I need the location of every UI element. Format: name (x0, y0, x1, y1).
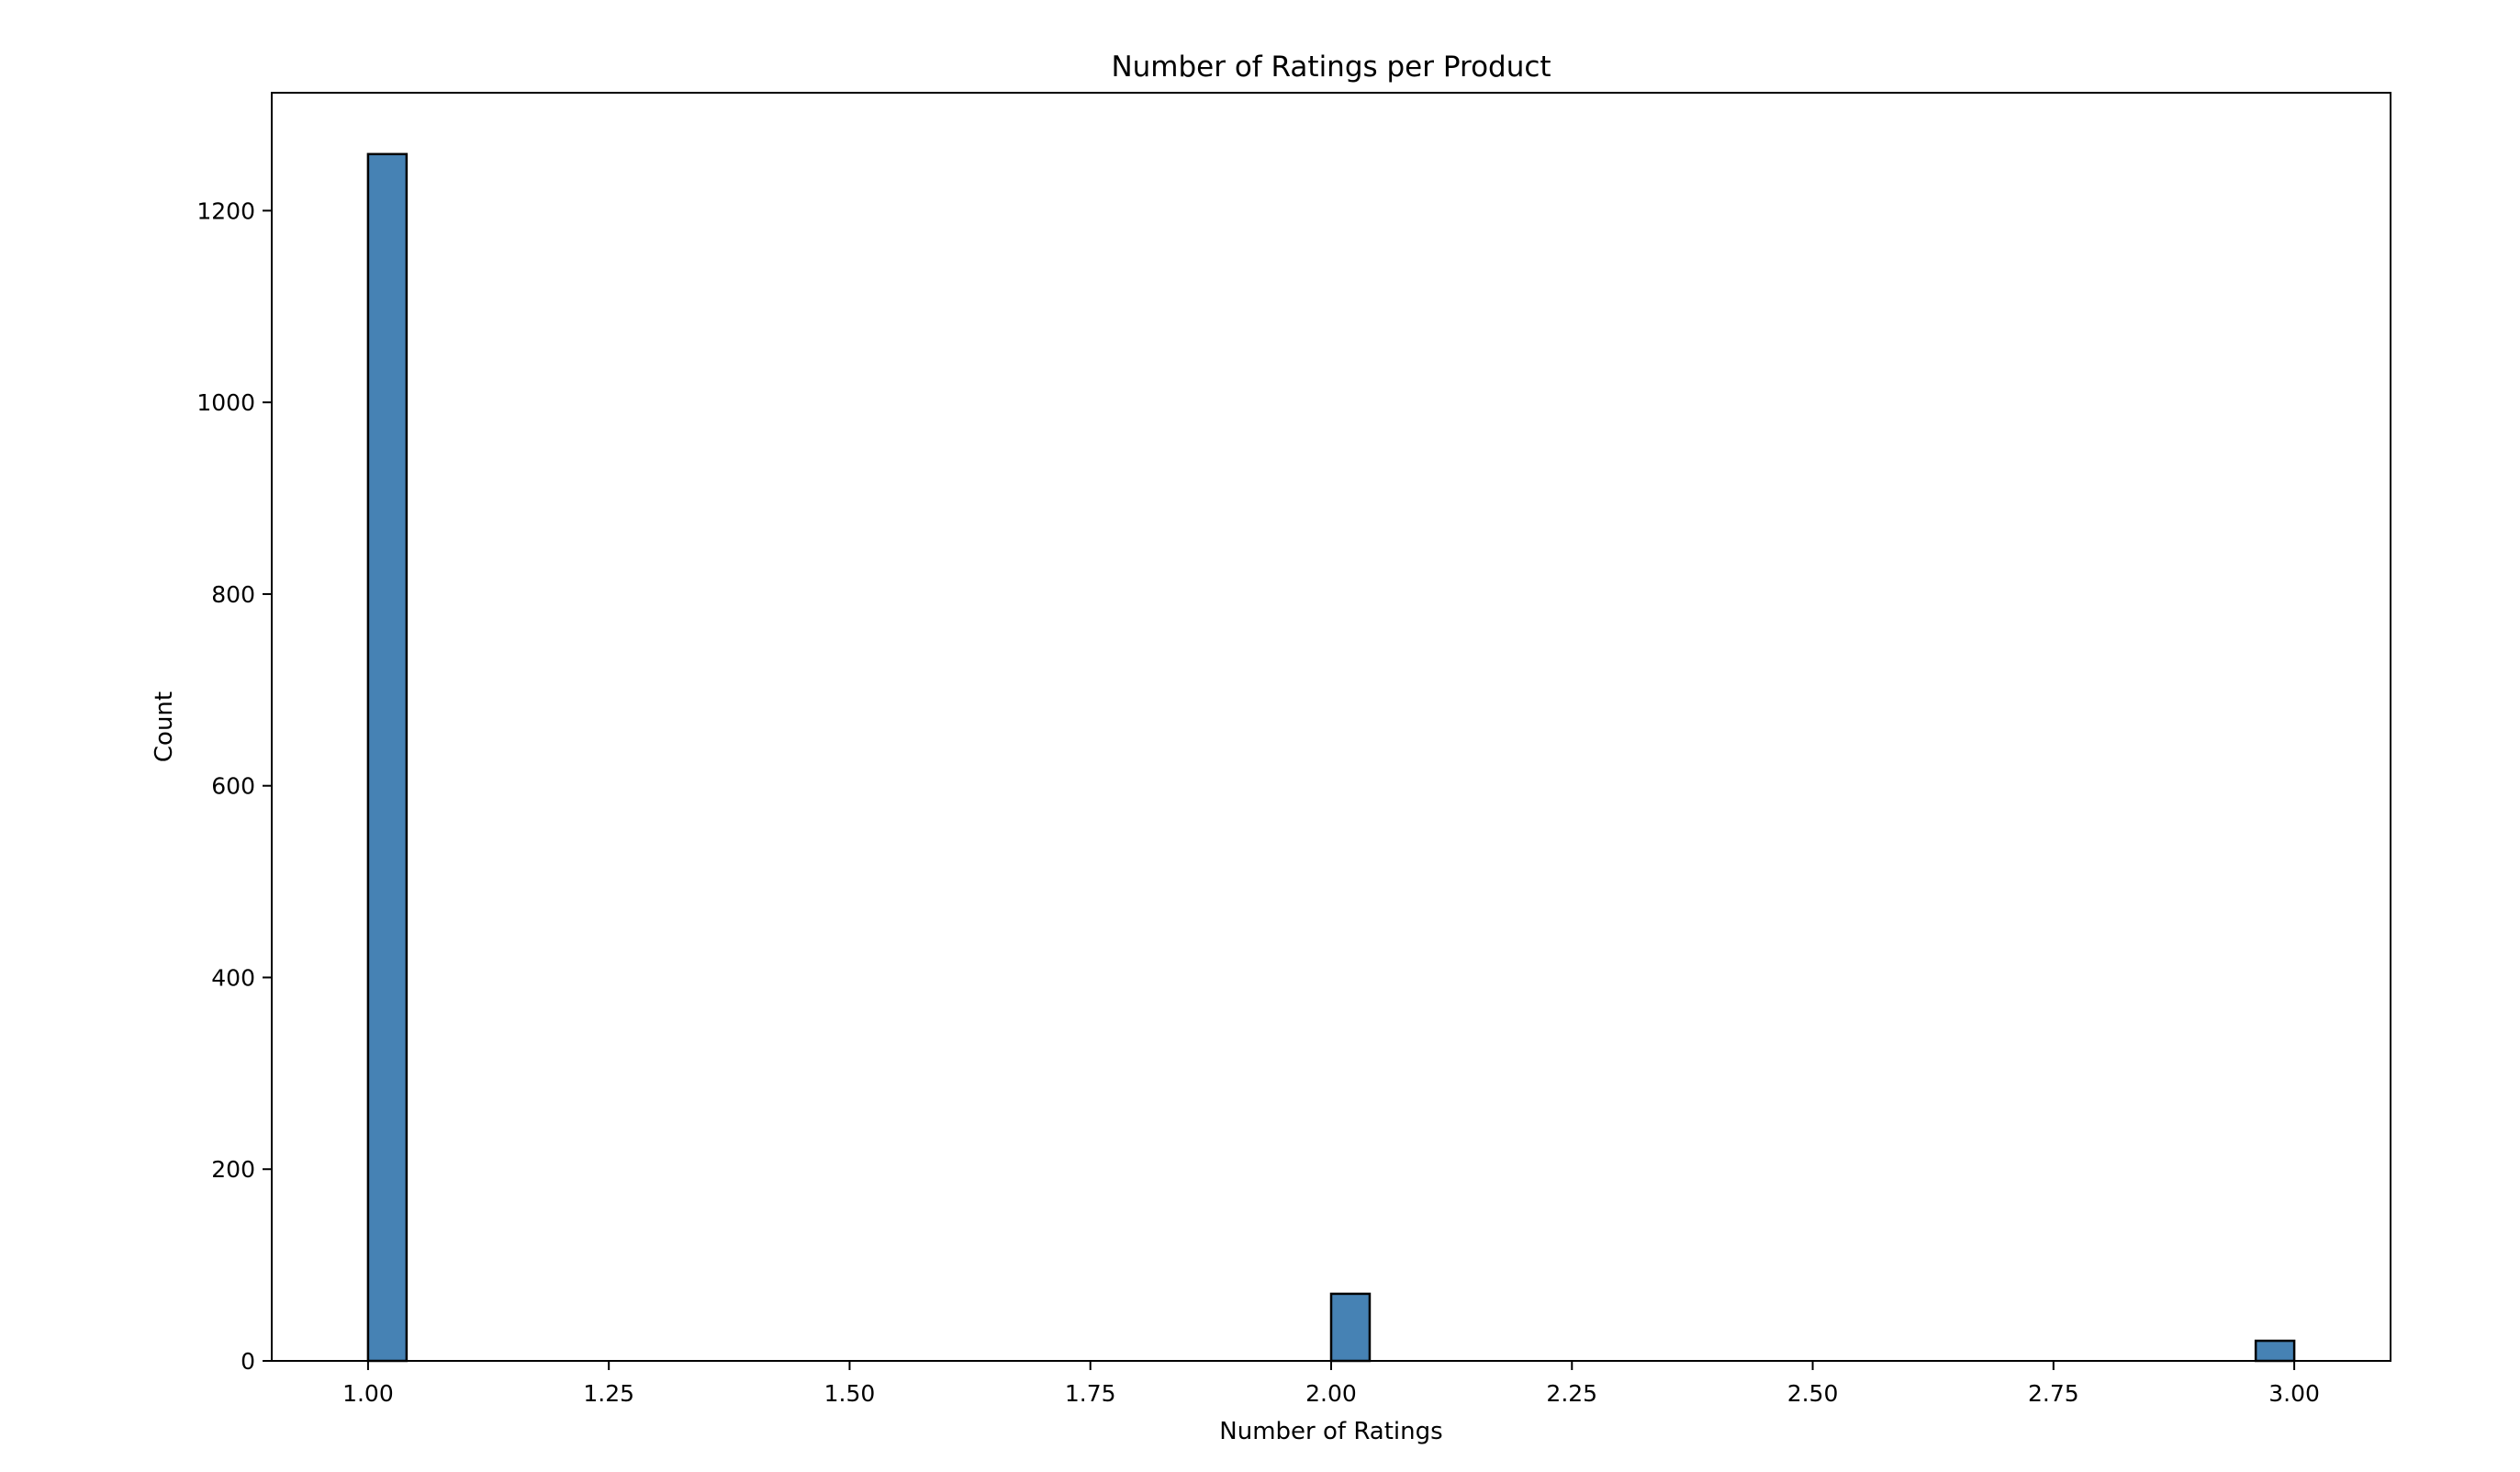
y-axis-ticks: 0 200 400 600 800 1000 1200 (196, 197, 272, 1375)
y-tick-label: 0 (241, 1348, 255, 1375)
bars-layer (366, 152, 2296, 1363)
y-tick-label: 800 (211, 581, 255, 608)
x-tick-label: 3.00 (2268, 1380, 2320, 1407)
y-tick-label: 1000 (196, 389, 255, 416)
x-tick-label: 2.25 (1546, 1380, 1597, 1407)
histogram-bar (1329, 1292, 1372, 1363)
histogram-bar (366, 152, 409, 1363)
x-tick-label: 1.00 (342, 1380, 394, 1407)
histogram-bar (2254, 1339, 2296, 1363)
x-tick-label: 1.25 (583, 1380, 634, 1407)
x-tick-label: 2.00 (1305, 1380, 1357, 1407)
y-tick-label: 1200 (196, 197, 255, 224)
y-tick-label: 400 (211, 964, 255, 991)
y-axis-label: Count (151, 691, 178, 762)
x-tick-label: 1.50 (824, 1380, 876, 1407)
x-tick-label: 2.75 (2028, 1380, 2079, 1407)
y-tick-label: 200 (211, 1156, 255, 1183)
x-axis-label: Number of Ratings (1219, 1418, 1442, 1445)
x-tick-label: 2.50 (1787, 1380, 1839, 1407)
x-tick-label: 1.75 (1065, 1380, 1116, 1407)
x-axis-ticks: 1.00 1.25 1.50 1.75 2.00 2.25 2.50 2.75 3.00 (342, 1361, 2320, 1407)
y-tick-label: 600 (211, 773, 255, 800)
chart-title: Number of Ratings per Product (1111, 51, 1551, 84)
